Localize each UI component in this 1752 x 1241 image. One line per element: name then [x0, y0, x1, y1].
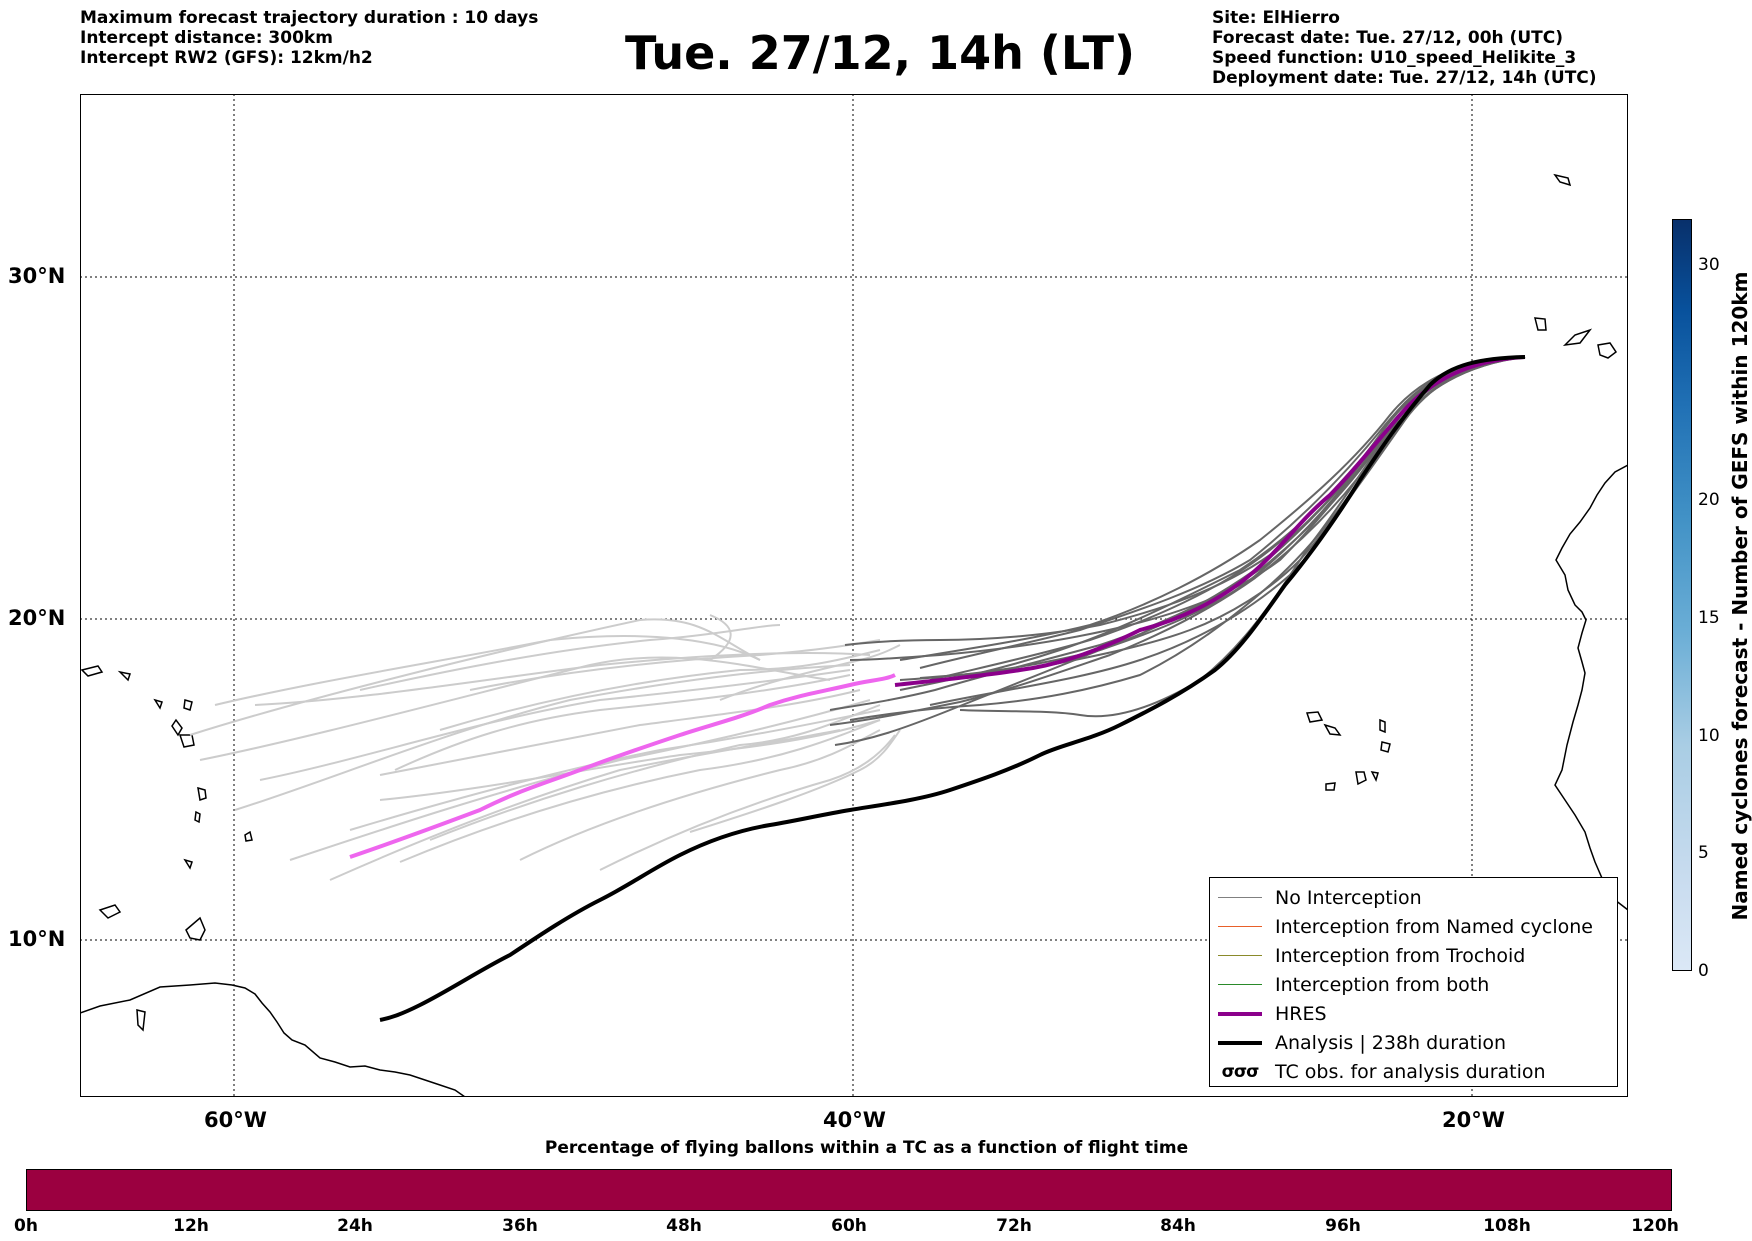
- lat-label-30n: 30°N: [8, 264, 66, 288]
- deployment-info: Site: ElHierro Forecast date: Tue. 27/12…: [1212, 8, 1597, 88]
- lon-label-20w: 20°W: [1442, 1108, 1505, 1132]
- forecast-settings: Maximum forecast trajectory duration : 1…: [80, 8, 538, 68]
- island-madeira: [1553, 173, 1572, 187]
- flight-tick-120h: 120h: [1631, 1216, 1679, 1236]
- island-barbados: [244, 830, 253, 842]
- legend-swatch-named-cyclone: [1218, 925, 1262, 928]
- island-canary-2: [1562, 328, 1593, 347]
- named-cyclones-colorbar: [1672, 219, 1692, 971]
- island-cape-verde-3: [1379, 718, 1386, 734]
- cyclone-symbol-icon: σσσ: [1221, 1061, 1260, 1082]
- legend-label-trochoid: Interception from Trochoid: [1275, 944, 1526, 967]
- island-antigua: [183, 699, 193, 711]
- legend-swatch-analysis: [1218, 1040, 1262, 1045]
- flight-tick-0h: 0h: [14, 1216, 38, 1236]
- deployment-date-text: Deployment date: Tue. 27/12, 14h (UTC): [1212, 68, 1597, 88]
- island-cape-verde-1: [1305, 711, 1324, 723]
- intercept-rw2-text: Intercept RW2 (GFS): 12km/h2: [80, 48, 373, 68]
- colorbar-label: Named cyclones forecast - Number of GEFS…: [1728, 271, 1752, 921]
- flight-time-caption: Percentage of flying ballons within a TC…: [544, 1138, 1189, 1158]
- island-guadeloupe: [178, 734, 195, 748]
- colorbar-tick-10: 10: [1698, 726, 1720, 746]
- lon-label-40w: 40°W: [823, 1108, 886, 1132]
- colorbar-tick-30: 30: [1698, 255, 1720, 275]
- flight-tick-12h: 12h: [173, 1216, 209, 1236]
- map-legend: No Interception Interception from Named …: [1209, 877, 1618, 1087]
- island-tobago: [136, 1009, 146, 1032]
- island-martinique: [197, 786, 207, 801]
- flight-tick-24h: 24h: [337, 1216, 373, 1236]
- island-canary-3: [1597, 342, 1618, 359]
- colorbar-tick-20: 20: [1698, 490, 1720, 510]
- lat-label-10n: 10°N: [8, 927, 66, 951]
- speed-function-text: Speed function: U10_speed_Helikite_3: [1212, 48, 1577, 68]
- hres-track-faded: [349, 673, 896, 859]
- legend-item-both: Interception from both: [1210, 970, 1617, 999]
- island-trinidad: [185, 916, 206, 941]
- title-text: Tue. 27/12, 14h (LT): [625, 26, 1135, 80]
- island-cape-verde-6: [1325, 782, 1336, 791]
- island-cape-verde-5: [1355, 771, 1367, 786]
- island-canary-1: [1534, 317, 1547, 331]
- flight-tick-96h: 96h: [1325, 1216, 1361, 1236]
- hres-track: [894, 355, 1526, 687]
- legend-item-tc-obs: σσσ TC obs. for analysis duration: [1210, 1057, 1617, 1086]
- legend-label-no-interception: No Interception: [1275, 886, 1422, 909]
- island-cape-verde-4: [1380, 741, 1391, 753]
- coastline-south-america: [80, 982, 466, 1097]
- flight-tick-36h: 36h: [502, 1216, 538, 1236]
- island-virgin: [117, 670, 131, 682]
- legend-item-hres: HRES: [1210, 999, 1617, 1028]
- forecast-date-text: Forecast date: Tue. 27/12, 00h (UTC): [1212, 28, 1563, 48]
- island-cape-verde-2: [1323, 723, 1342, 736]
- island-margarita: [98, 904, 122, 919]
- flight-tick-60h: 60h: [831, 1216, 867, 1236]
- island-barbuda: [171, 718, 183, 737]
- flight-time-colorbar: [26, 1169, 1672, 1211]
- island-cape-verde-7: [1370, 771, 1379, 783]
- legend-swatch-trochoid: [1218, 954, 1262, 957]
- site-text: Site: ElHierro: [1212, 8, 1340, 28]
- legend-item-analysis: Analysis | 238h duration: [1210, 1028, 1617, 1057]
- flight-tick-48h: 48h: [666, 1216, 702, 1236]
- legend-swatch-hres: [1218, 1011, 1262, 1016]
- flight-tick-108h: 108h: [1483, 1216, 1531, 1236]
- colorbar-tick-0: 0: [1698, 961, 1709, 981]
- legend-label-named-cyclone: Interception from Named cyclone: [1275, 915, 1593, 938]
- map-frame: [80, 94, 1628, 1097]
- legend-label-hres: HRES: [1275, 1002, 1327, 1025]
- coastline-africa: [1554, 464, 1628, 911]
- legend-label-both: Interception from both: [1275, 973, 1490, 996]
- island-stvincent: [194, 810, 201, 824]
- island-anguilla: [80, 665, 104, 677]
- colorbar-tick-15: 15: [1698, 608, 1720, 628]
- flight-tick-72h: 72h: [996, 1216, 1032, 1236]
- legend-label-tc-obs: TC obs. for analysis duration: [1275, 1060, 1546, 1083]
- island-stkitts: [153, 698, 163, 710]
- island-grenadine: [183, 858, 193, 870]
- legend-label-analysis: Analysis | 238h duration: [1275, 1031, 1507, 1054]
- page-title: Tue. 27/12, 14h (LT): [0, 26, 1752, 80]
- intercept-distance-text: Intercept distance: 300km: [80, 28, 333, 48]
- colorbar-tick-5: 5: [1698, 843, 1709, 863]
- legend-swatch-both: [1218, 983, 1262, 986]
- coastlines: [80, 173, 1628, 1097]
- legend-item-no-interception: No Interception: [1210, 883, 1617, 912]
- max-duration-text: Maximum forecast trajectory duration : 1…: [80, 8, 539, 28]
- analysis-track: [379, 355, 1526, 1022]
- legend-item-named-cyclone: Interception from Named cyclone: [1210, 912, 1617, 941]
- legend-item-trochoid: Interception from Trochoid: [1210, 941, 1617, 970]
- legend-swatch-no-interception: [1218, 896, 1262, 899]
- flight-tick-84h: 84h: [1160, 1216, 1196, 1236]
- lon-label-60w: 60°W: [204, 1108, 267, 1132]
- ensemble-faded-tracks: [189, 614, 901, 881]
- lat-label-20n: 20°N: [8, 606, 66, 630]
